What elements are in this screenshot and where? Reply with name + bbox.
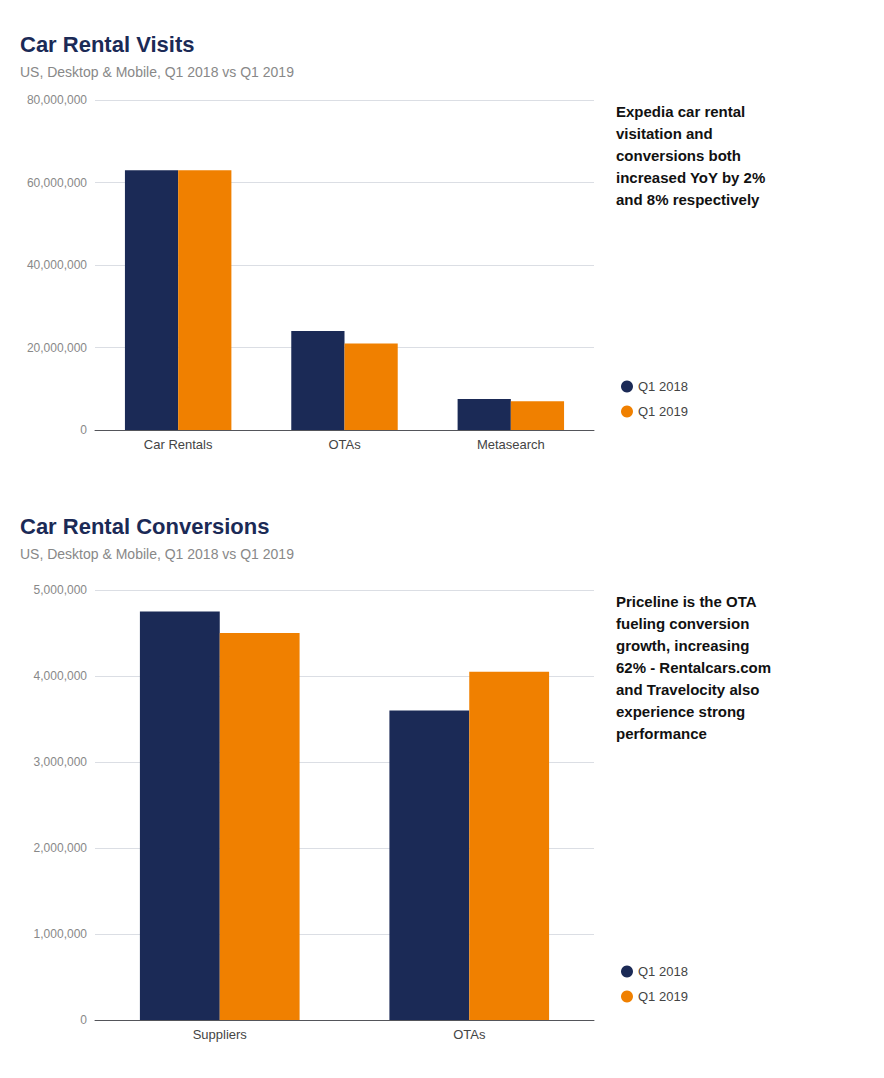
svg-text:OTAs: OTAs xyxy=(453,1027,486,1042)
svg-text:1,000,000: 1,000,000 xyxy=(34,927,88,941)
svg-text:increased YoY by 2%: increased YoY by 2% xyxy=(616,169,765,186)
svg-text:62% - Rentalcars.com: 62% - Rentalcars.com xyxy=(616,659,771,676)
svg-text:visitation and: visitation and xyxy=(616,125,713,142)
svg-text:4,000,000: 4,000,000 xyxy=(34,669,88,683)
svg-text:Q1 2018: Q1 2018 xyxy=(638,379,688,394)
svg-text:Priceline is the OTA: Priceline is the OTA xyxy=(616,593,757,610)
svg-text:Car Rental Visits: Car Rental Visits xyxy=(20,32,194,57)
svg-text:Suppliers: Suppliers xyxy=(193,1027,248,1042)
svg-text:Q1 2019: Q1 2019 xyxy=(638,989,688,1004)
svg-text:Q1 2019: Q1 2019 xyxy=(638,404,688,419)
svg-text:60,000,000: 60,000,000 xyxy=(27,176,87,190)
svg-text:5,000,000: 5,000,000 xyxy=(34,583,88,597)
svg-text:experience strong: experience strong xyxy=(616,703,745,720)
svg-text:US, Desktop & Mobile, Q1 2018: US, Desktop & Mobile, Q1 2018 vs Q1 2019 xyxy=(20,546,294,562)
svg-text:growth, increasing: growth, increasing xyxy=(616,637,749,654)
svg-text:and Travelocity also: and Travelocity also xyxy=(616,681,759,698)
svg-text:20,000,000: 20,000,000 xyxy=(27,341,87,355)
svg-text:0: 0 xyxy=(80,1013,87,1027)
svg-text:US, Desktop & Mobile, Q1 2018: US, Desktop & Mobile, Q1 2018 vs Q1 2019 xyxy=(20,64,294,80)
svg-text:0: 0 xyxy=(80,423,87,437)
svg-text:performance: performance xyxy=(616,725,707,742)
svg-text:Car Rentals: Car Rentals xyxy=(144,437,213,452)
svg-text:Car Rental Conversions: Car Rental Conversions xyxy=(20,514,269,539)
svg-text:OTAs: OTAs xyxy=(328,437,361,452)
svg-text:40,000,000: 40,000,000 xyxy=(27,258,87,272)
svg-text:Q1 2018: Q1 2018 xyxy=(638,964,688,979)
svg-text:fueling conversion: fueling conversion xyxy=(616,615,749,632)
svg-text:and 8% respectively: and 8% respectively xyxy=(616,191,760,208)
svg-text:3,000,000: 3,000,000 xyxy=(34,755,88,769)
svg-text:conversions both: conversions both xyxy=(616,147,741,164)
svg-text:2,000,000: 2,000,000 xyxy=(34,841,88,855)
svg-text:Metasearch: Metasearch xyxy=(477,437,545,452)
svg-text:80,000,000: 80,000,000 xyxy=(27,93,87,107)
svg-text:Expedia car rental: Expedia car rental xyxy=(616,103,745,120)
